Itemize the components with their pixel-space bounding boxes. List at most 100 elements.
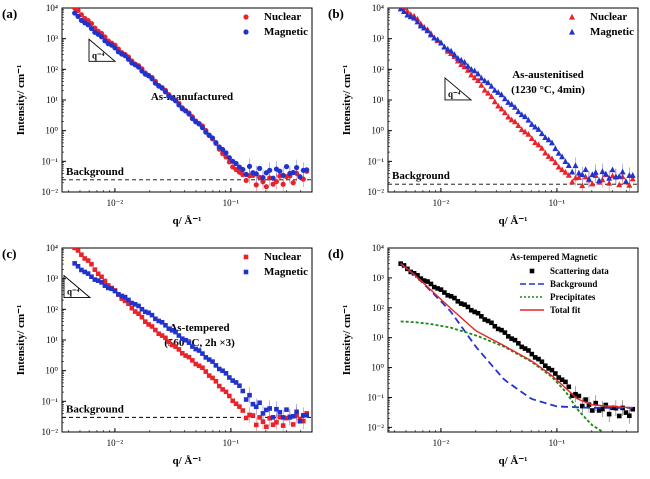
- data-point: [240, 388, 246, 394]
- data-point: [213, 363, 219, 368]
- data-point: [210, 375, 215, 381]
- data-point: [478, 81, 485, 88]
- data-point: [156, 331, 162, 337]
- data-point: [149, 312, 155, 318]
- data-point: [237, 404, 242, 409]
- slope-label: q⁻⁴: [92, 50, 105, 60]
- data-point: [294, 409, 299, 415]
- data-point: [438, 287, 444, 292]
- data-point: [566, 384, 572, 390]
- data-point: [139, 314, 145, 320]
- data-point: [169, 328, 175, 333]
- data-point: [555, 163, 562, 170]
- data-point: [397, 8, 404, 9]
- data-point: [92, 267, 98, 272]
- data-point: [247, 392, 252, 398]
- data-point: [132, 309, 138, 314]
- slope-label: q⁻⁴: [67, 287, 80, 297]
- data-point: [277, 168, 283, 174]
- data-point: [189, 115, 195, 122]
- data-point: [630, 406, 635, 412]
- legend: Nuclear Magnetic: [243, 251, 308, 278]
- data-point: [203, 369, 209, 374]
- series-magnetic: [397, 8, 636, 188]
- panel-label: (a): [2, 6, 17, 21]
- data-point: [159, 85, 165, 91]
- data-point: [508, 116, 515, 123]
- data-point: [546, 366, 551, 371]
- data-point: [472, 309, 477, 315]
- data-point: [297, 174, 303, 180]
- data-point: [260, 419, 266, 424]
- data-point: [468, 66, 475, 72]
- data-point: [270, 175, 276, 181]
- data-point: [277, 409, 283, 415]
- y-axis-label: Intensity/ cm⁻¹: [341, 65, 353, 136]
- data-point: [267, 415, 273, 421]
- data-point: [223, 389, 229, 395]
- panel-label: (b): [328, 6, 344, 21]
- data-point: [542, 363, 548, 369]
- data-point: [579, 171, 586, 178]
- data-point: [102, 278, 108, 284]
- background-label: Background: [66, 403, 124, 415]
- data-point: [270, 415, 276, 420]
- data-point: [475, 310, 481, 316]
- data-point: [599, 168, 606, 175]
- data-point: [610, 405, 615, 411]
- background-label: Background: [392, 170, 450, 182]
- data-point: [511, 103, 518, 110]
- series-background: [400, 262, 633, 409]
- data-point: [428, 281, 434, 287]
- data-point: [200, 351, 205, 356]
- data-point: [179, 350, 185, 356]
- data-area: [72, 8, 310, 192]
- data-point: [556, 375, 562, 380]
- data-point: [502, 330, 508, 335]
- data-point: [464, 62, 471, 69]
- data-point: [415, 273, 420, 278]
- y-tick-label: 10⁰: [45, 126, 58, 136]
- data-point: [508, 101, 515, 107]
- legend-swatch: [243, 254, 249, 260]
- data-point: [404, 11, 411, 18]
- data-point: [264, 407, 269, 413]
- data-point: [451, 51, 458, 58]
- data-point: [562, 168, 569, 175]
- panel-d: 10⁴ 10³ 10² 10¹ 10⁰ 10⁻¹ 10⁻² 10⁻² 10⁻¹ q/ Å⁻¹ Int…: [328, 243, 639, 467]
- data-point: [431, 284, 437, 290]
- data-point: [525, 130, 532, 137]
- data-point: [173, 344, 178, 349]
- data-point: [623, 410, 629, 415]
- data-point: [200, 365, 205, 371]
- data-point: [401, 8, 408, 15]
- y-tick-label: 10⁰: [45, 366, 58, 376]
- data-point: [203, 355, 209, 360]
- data-point: [593, 400, 599, 406]
- y-axis-label: Intensity/ cm⁻¹: [341, 305, 353, 376]
- data-point: [448, 47, 455, 54]
- data-point: [139, 306, 145, 312]
- x-tick-label: 10⁻²: [433, 438, 450, 448]
- data-point: [105, 283, 111, 288]
- legend-label: Nuclear: [264, 11, 301, 23]
- data-area: [72, 248, 309, 432]
- data-point: [485, 89, 492, 96]
- data-point: [468, 307, 474, 313]
- data-point: [482, 317, 488, 322]
- data-point: [442, 290, 447, 295]
- data-point: [499, 327, 504, 333]
- data-point: [559, 166, 566, 173]
- data-point: [172, 98, 179, 104]
- data-point: [573, 391, 578, 397]
- data-point: [458, 301, 464, 306]
- data-point: [230, 398, 236, 404]
- data-point: [146, 322, 151, 327]
- data-point: [227, 393, 232, 399]
- data-point: [552, 159, 559, 166]
- series-total-fit: [400, 263, 633, 409]
- legend-swatch: [569, 28, 575, 35]
- y-tick-label: 10³: [46, 34, 58, 44]
- legend-label: Background: [550, 279, 597, 289]
